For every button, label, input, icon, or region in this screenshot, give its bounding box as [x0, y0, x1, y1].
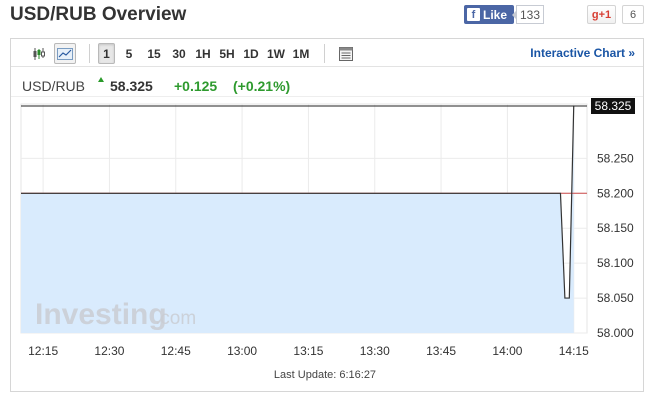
x-tick-label: 14:15: [559, 344, 589, 358]
interval-1h-button[interactable]: 1H: [195, 46, 211, 61]
interval-1m-button[interactable]: 1M: [292, 46, 310, 61]
interval-5-button[interactable]: 5: [125, 46, 133, 61]
line-chart-icon[interactable]: [54, 43, 76, 64]
interval-1w-button[interactable]: 1W: [267, 46, 285, 61]
x-tick-label: 14:00: [492, 344, 522, 358]
x-tick-label: 12:45: [161, 344, 191, 358]
table-icon[interactable]: [336, 43, 356, 64]
quote-change: +0.125: [174, 78, 218, 94]
quote-bar: USD/RUB 58.325 +0.125 (+0.21%): [11, 67, 643, 97]
current-price-label-box: [591, 98, 635, 114]
interval-30-button[interactable]: 30: [172, 46, 186, 61]
toolbar-divider: [89, 44, 90, 63]
interval-1d-button[interactable]: 1D: [243, 46, 259, 61]
x-tick-label: 13:30: [360, 344, 390, 358]
x-tick-label: 13:00: [227, 344, 257, 358]
chart-toolbar: 1 5 15 30 1H 5H 1D 1W 1M Interactive Cha…: [11, 39, 643, 67]
page-title: USD/RUB Overview: [10, 4, 187, 25]
watermark-logo: Investing: [35, 298, 167, 331]
x-tick-label: 13:15: [293, 344, 323, 358]
y-tick-label: 58.150: [597, 221, 634, 235]
last-update: Last Update: 6:16:27: [273, 369, 377, 381]
price-area-fill: [21, 106, 574, 333]
google-plus-count: 6: [622, 5, 644, 24]
y-tick-label: 58.250: [597, 151, 634, 165]
price-line: [21, 105, 575, 299]
x-tick-label: 13:45: [426, 344, 456, 358]
interval-1-button[interactable]: 1: [98, 43, 115, 64]
y-tick-label: 58.200: [597, 186, 634, 200]
y-tick-label: 58.000: [597, 326, 634, 340]
facebook-icon: f: [467, 8, 480, 21]
interval-5h-button[interactable]: 5H: [219, 46, 235, 61]
x-tick-label: 12:15: [28, 344, 58, 358]
y-tick-label: 58.100: [597, 256, 634, 270]
google-plus-button[interactable]: g+1: [587, 5, 616, 24]
watermark-logo-suffix: .com: [155, 308, 196, 329]
up-arrow-icon: [98, 77, 104, 82]
interval-15-button[interactable]: 15: [147, 46, 161, 61]
facebook-like-button[interactable]: f Like: [464, 5, 514, 24]
current-price-label: 58.325: [595, 99, 632, 113]
quote-symbol: USD/RUB: [22, 78, 86, 94]
like-label: Like: [483, 7, 508, 22]
like-count: 133: [511, 5, 545, 24]
interactive-chart-link[interactable]: Interactive Chart »: [530, 46, 635, 60]
quote-last-price: 58.325: [110, 78, 153, 94]
toolbar-divider: [324, 44, 325, 63]
quote-change-percent: (+0.21%): [233, 78, 291, 94]
x-tick-label: 12:30: [94, 344, 124, 358]
candlestick-icon[interactable]: [29, 43, 49, 64]
y-tick-label: 58.050: [597, 291, 634, 305]
